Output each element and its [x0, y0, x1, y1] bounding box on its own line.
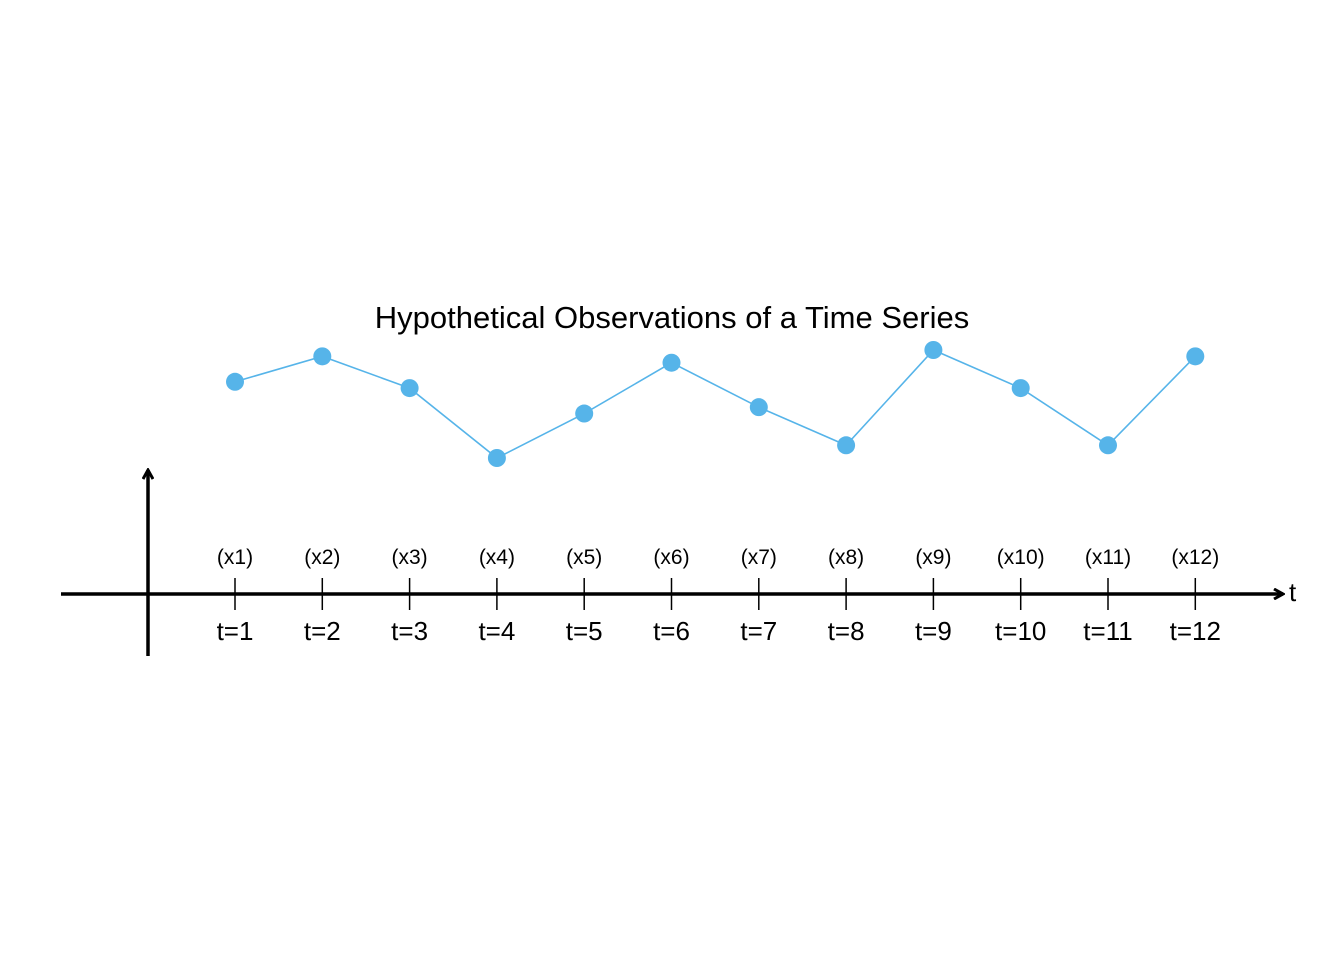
x-tick-label: t=9 [915, 616, 952, 646]
chart-title: Hypothetical Observations of a Time Seri… [375, 300, 969, 335]
x-tick-label: t=3 [391, 616, 428, 646]
observation-labels: (x1) (x2) (x3) (x4) (x5) (x6) (x7) (x8) (x9) (x10… [217, 546, 1219, 569]
x-axis-label: t [1289, 577, 1297, 607]
data-point [313, 347, 332, 366]
x-tick-labels: t=1 t=2 t=3 t=4 t=5 t=6 t=7 t=8 t=9 t=10 t=11 t=12 [217, 616, 1221, 646]
data-point [226, 372, 244, 391]
observation-label: (x9) [915, 546, 951, 569]
data-point [1186, 347, 1205, 366]
observation-label: (x5) [566, 546, 602, 569]
x-axis-ticks [234, 578, 1197, 610]
x-tick-label: t=1 [217, 616, 254, 646]
observation-label: (x3) [392, 546, 428, 569]
x-tick-label: t=2 [304, 616, 341, 646]
x-tick-label: t=7 [740, 616, 777, 646]
series-line [234, 349, 1196, 459]
data-point [487, 449, 506, 467]
observation-label: (x1) [217, 546, 253, 569]
x-tick-label: t=12 [1170, 616, 1221, 646]
x-tick-label: t=5 [566, 616, 603, 646]
observation-label: (x11) [1085, 546, 1131, 569]
data-point [1011, 379, 1030, 398]
data-point [1099, 436, 1117, 455]
data-point [749, 398, 768, 417]
x-tick-label: t=11 [1083, 616, 1132, 646]
data-point [575, 404, 594, 423]
x-tick-label: t=6 [653, 616, 690, 646]
observation-label: (x7) [741, 546, 777, 569]
data-point [662, 353, 681, 372]
observation-label: (x2) [304, 546, 340, 569]
series-points [226, 341, 1205, 467]
data-point [924, 341, 943, 359]
observation-label: (x12) [1171, 546, 1219, 569]
data-point [837, 436, 856, 455]
observation-label: (x8) [828, 546, 864, 569]
observation-label: (x4) [479, 546, 515, 569]
x-tick-label: t=8 [828, 616, 865, 646]
data-point [400, 379, 419, 398]
x-tick-label: t=10 [995, 616, 1046, 646]
observation-label: (x6) [653, 546, 689, 569]
observation-label: (x10) [997, 546, 1045, 569]
x-tick-label: t=4 [478, 616, 515, 646]
